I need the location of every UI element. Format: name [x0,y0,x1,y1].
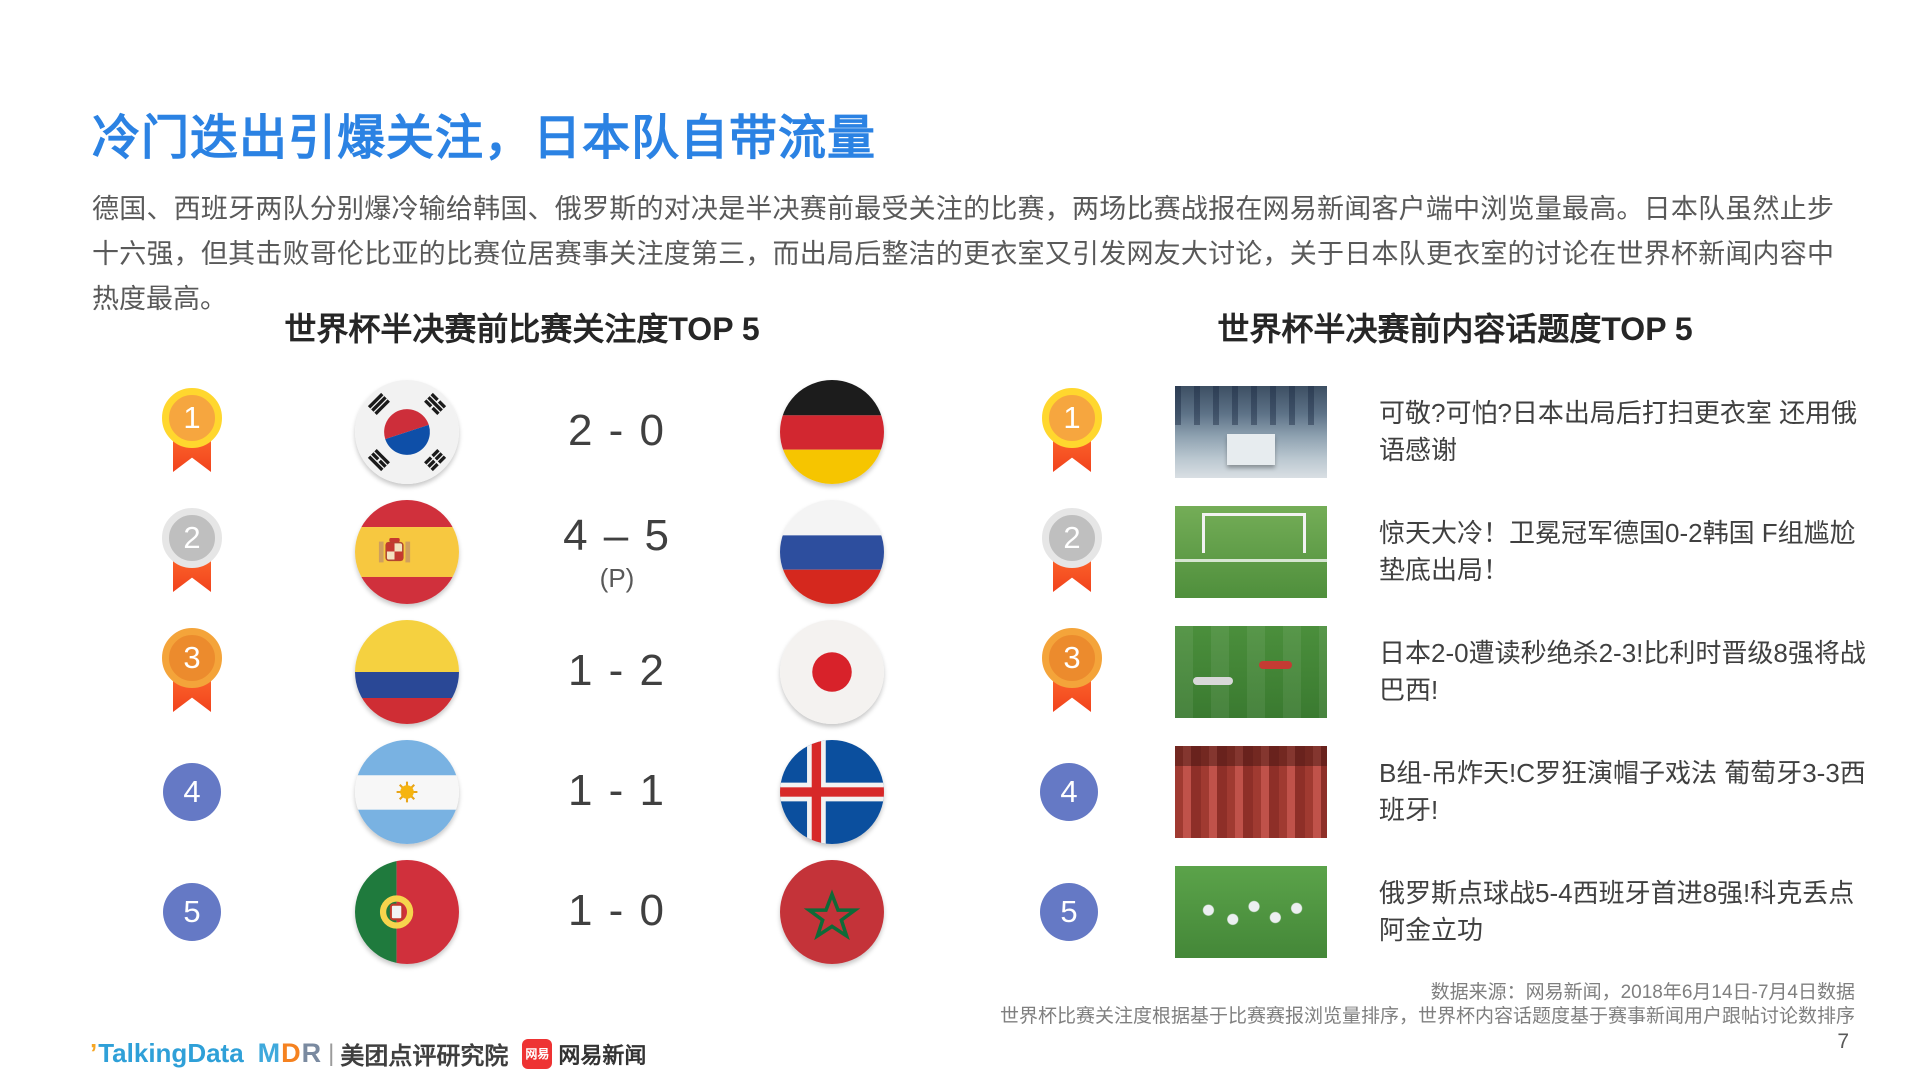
match-score: 1 - 1 [567,766,667,815]
rank-3-medal-icon: 3 [1040,628,1104,716]
match-row-5: 5 1 - 0 [92,852,962,972]
flag-colombia-icon [355,620,459,724]
news-headline: 日本2-0遭读秒绝杀2-3!比利时晋级8强将战巴西! [1379,638,1866,705]
news-headline: 可敬?可怕?日本出局后打扫更衣室 还用俄语感谢 [1379,398,1858,465]
netease-badge-icon: 网易 [522,1038,553,1069]
match-row-2: 2 4 – 5 (P) [92,492,962,612]
meituan-dianping-label: 美团点评研究院 [340,1043,509,1070]
rank-number: 2 [162,508,222,568]
flag-iceland-icon [780,740,884,844]
meituan-dianping-institute-logo: MDR | 美团点评研究院 [258,1036,509,1071]
logo-separator: | [328,1039,335,1067]
netease-news-logo: 网易 网易新闻 [522,1038,646,1070]
news-headline: 俄罗斯点球战5-4西班牙首进8强!科克丢点阿金立功 [1379,878,1855,945]
flag-portugal-icon [355,860,459,964]
rank-4-badge: 4 [1040,763,1098,821]
rank-number: 2 [1042,508,1102,568]
flag-south-korea-icon [355,380,459,484]
flag-argentina-icon [355,740,459,844]
germany-korea-match-photo [1175,506,1327,598]
portugal-fans-photo [1175,746,1327,838]
match-score: 2 - 0 [567,406,667,455]
score-cell: 1 - 0 [568,886,666,938]
topic-row-4: 4 B组-吊炸天!C罗狂演帽子戏法 葡萄牙3-3西班牙! [1040,732,1880,852]
score-cell: 2 - 0 [568,406,666,458]
match-score: 4 – 5 [563,510,671,560]
intro-paragraph: 德国、西班牙两队分别爆冷输给韩国、俄罗斯的对决是半决赛前最受关注的比赛，两场比赛… [92,194,1834,314]
score-cell: 1 - 2 [568,646,666,698]
source-line-2: 世界杯比赛关注度根据基于比赛赛报浏览量排序，世界杯内容话题度基于赛事新闻用户跟帖… [999,1006,1855,1027]
content-topic-list: 1 可敬?可怕?日本出局后打扫更衣室 还用俄语感谢 2 惊天大冷！卫冕冠军德国0… [1040,372,1880,972]
score-cell: 4 – 5 (P) [563,511,671,594]
rank-4-badge: 4 [163,763,221,821]
match-score: 1 - 0 [567,886,667,935]
news-headline: B组-吊炸天!C罗狂演帽子戏法 葡萄牙3-3西班牙! [1379,758,1866,825]
rank-number: 3 [162,628,222,688]
match-row-4: 4 1 - 1 [92,732,962,852]
rank-number: 1 [162,388,222,448]
mdr-logo: MDR [257,1038,323,1068]
rank-number: 1 [1042,388,1102,448]
match-attention-list: 1 2 - 0 [92,372,962,972]
match-row-3: 3 1 - 2 [92,612,962,732]
flag-japan-icon [780,620,884,724]
rank-5-badge: 5 [163,883,221,941]
japan-belgium-match-photo [1175,626,1327,718]
japan-locker-room-photo [1175,386,1327,478]
page-title: 冷门迭出引爆关注，日本队自带流量 [92,112,877,166]
right-section-title: 世界杯半决赛前内容话题度TOP 5 [1217,311,1693,347]
flag-germany-icon [780,380,884,484]
match-score: 1 - 2 [567,646,667,695]
score-note: (P) [599,562,635,593]
rank-3-medal-icon: 3 [160,628,224,716]
topic-row-5: 5 俄罗斯点球战5-4西班牙首进8强!科克丢点阿金立功 [1040,852,1880,972]
news-headline: 惊天大冷！卫冕冠军德国0-2韩国 F组尴尬垫底出局！ [1379,518,1856,585]
flag-russia-icon [780,500,884,604]
flag-morocco-icon [780,860,884,964]
talkingdata-logo: TalkingData [90,1038,243,1069]
netease-news-label: 网易新闻 [558,1042,647,1068]
rank-number: 3 [1042,628,1102,688]
russia-celebration-photo [1175,866,1327,958]
footer-logos: TalkingData MDR | 美团点评研究院 网易 网易新闻 [90,1036,646,1071]
flag-spain-icon [355,500,459,604]
rank-5-badge: 5 [1040,883,1098,941]
rank-2-medal-icon: 2 [1040,508,1104,596]
rank-1-medal-icon: 1 [160,388,224,476]
topic-row-2: 2 惊天大冷！卫冕冠军德国0-2韩国 F组尴尬垫底出局！ [1040,492,1880,612]
topic-row-3: 3 日本2-0遭读秒绝杀2-3!比利时晋级8强将战巴西! [1040,612,1880,732]
rank-1-medal-icon: 1 [1040,388,1104,476]
score-cell: 1 - 1 [568,766,666,818]
source-line-1: 数据来源：网易新闻，2018年6月14日-7月4日数据 [1430,982,1855,1003]
rank-2-medal-icon: 2 [160,508,224,596]
left-section-title: 世界杯半决赛前比赛关注度TOP 5 [284,311,760,347]
topic-row-1: 1 可敬?可怕?日本出局后打扫更衣室 还用俄语感谢 [1040,372,1880,492]
match-row-1: 1 2 - 0 [92,372,962,492]
data-source-note: 数据来源：网易新闻，2018年6月14日-7月4日数据 世界杯比赛关注度根据基于… [755,981,1855,1029]
page-number: 7 [1837,1030,1849,1053]
